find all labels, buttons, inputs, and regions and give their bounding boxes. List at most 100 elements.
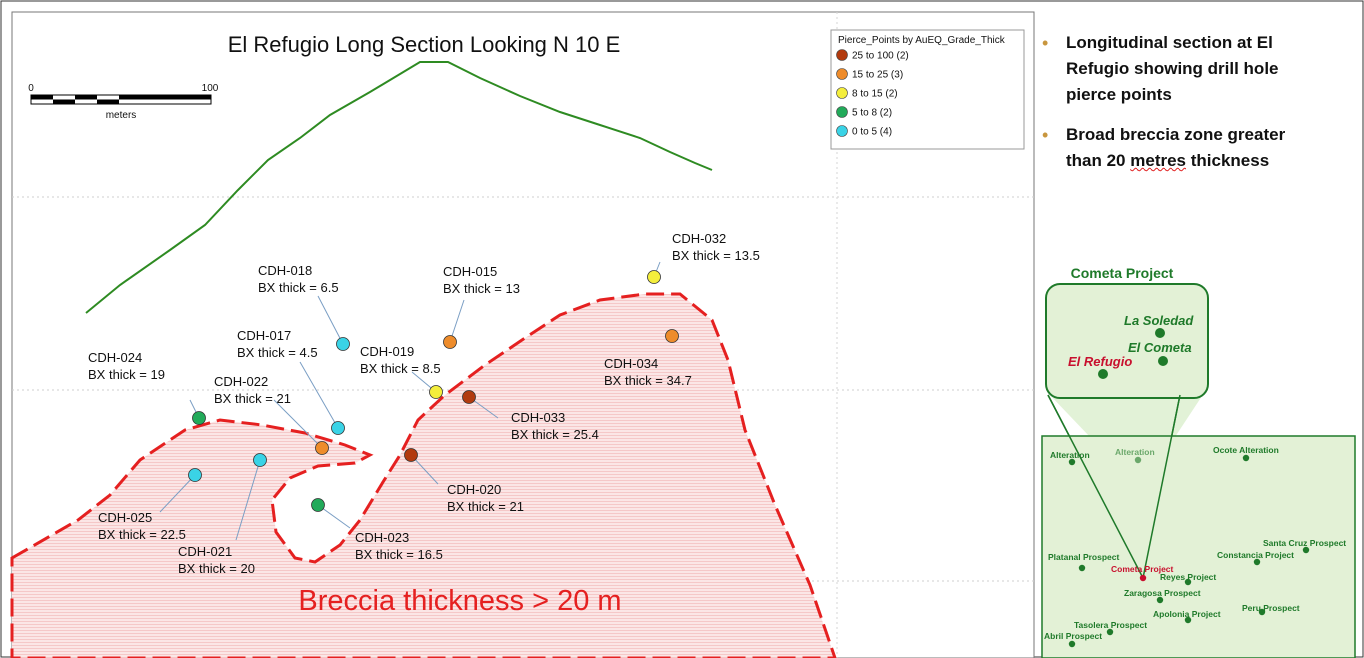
legend-item-label: 0 to 5 (4)	[852, 127, 892, 138]
legend-item-label: 25 to 100 (2)	[852, 51, 909, 62]
inset-la-soledad: La Soledad	[1124, 313, 1194, 328]
map-main	[1041, 435, 1356, 658]
leader-line	[317, 295, 344, 345]
bullet-2-text-b: metres	[1130, 151, 1187, 170]
pierce-point	[311, 498, 325, 512]
prospect-dot	[1184, 616, 1192, 624]
leader-line	[449, 299, 465, 343]
hole-id-label: CDH-024	[88, 350, 142, 365]
prospect-label: Ocote Alteration	[1213, 445, 1279, 455]
pierce-point	[429, 385, 443, 399]
prospect-dot	[1068, 640, 1076, 648]
scale-start: 0	[28, 83, 34, 94]
hole-thickness-label: BX thick = 34.7	[604, 373, 692, 388]
inset-el-cometa: El Cometa	[1128, 340, 1192, 355]
hole-thickness-label: BX thick = 20	[178, 561, 255, 576]
prospect-dot	[1242, 454, 1250, 462]
legend-swatch	[836, 49, 848, 61]
legend-swatch	[836, 68, 848, 80]
bullet-list: • Longitudinal section at El Refugio sho…	[1042, 30, 1352, 188]
hole-thickness-label: BX thick = 13.5	[672, 248, 760, 263]
drill-holes: CDH-032 BX thick = 13.5 CDH-018 BX thick = …	[88, 231, 760, 576]
bullet-2-line-2: than 20 metres thickness	[1066, 148, 1285, 174]
hole-thickness-label: BX thick = 19	[88, 367, 165, 382]
cometa-project-map: Cometa Project La Soledad El Cometa El R…	[1041, 265, 1356, 658]
prospect-label: Peru Prospect	[1242, 603, 1300, 613]
hole-thickness-label: BX thick = 21	[447, 499, 524, 514]
prospect-dot	[1184, 578, 1192, 586]
hole-id-label: CDH-025	[98, 510, 152, 525]
bullet-2-text-a: than 20	[1066, 151, 1131, 170]
hole-thickness-label: BX thick = 22.5	[98, 527, 186, 542]
map-title: Cometa Project	[1071, 265, 1174, 281]
prospect-dot	[1253, 558, 1261, 566]
bullet-1-line-1: Longitudinal section at El	[1066, 33, 1273, 52]
legend-swatch	[836, 87, 848, 99]
section-title: El Refugio Long Section Looking N 10 E	[228, 32, 621, 57]
leader-line	[159, 474, 196, 513]
hole-id-label: CDH-021	[178, 544, 232, 559]
pierce-point	[404, 448, 418, 462]
hole-id-label: CDH-019	[360, 344, 414, 359]
legend-title: Pierce_Points by AuEQ_Grade_Thick	[838, 35, 1006, 46]
hole-id-label: CDH-022	[214, 374, 268, 389]
prospect-dot	[1258, 608, 1266, 616]
bullet-item: • Broad breccia zone greater than 20 met…	[1042, 122, 1352, 174]
hole-thickness-label: BX thick = 25.4	[511, 427, 599, 442]
hole-thickness-label: BX thick = 13	[443, 281, 520, 296]
hole-thickness-label: BX thick = 8.5	[360, 361, 441, 376]
bullet-item: • Longitudinal section at El Refugio sho…	[1042, 30, 1352, 108]
prospect-label: Santa Cruz Prospect	[1263, 538, 1346, 548]
hole-id-label: CDH-032	[672, 231, 726, 246]
pierce-point	[336, 337, 350, 351]
hole-thickness-label: BX thick = 21	[214, 391, 291, 406]
breccia-thickness-label: Breccia thickness > 20 m	[298, 585, 621, 617]
legend: Pierce_Points by AuEQ_Grade_Thick 25 to …	[830, 29, 1025, 150]
prospect-dot	[1156, 596, 1164, 604]
hole-id-label: CDH-034	[604, 356, 658, 371]
pierce-point	[331, 421, 345, 435]
scale-bar: 0 100 meters	[28, 83, 219, 121]
leader-line	[299, 361, 339, 429]
leader-line	[273, 399, 323, 449]
prospect-label: Tasolera Prospect	[1074, 620, 1147, 630]
topography-line	[85, 61, 713, 314]
hole-id-label: CDH-015	[443, 264, 497, 279]
prospect-dot	[1134, 456, 1142, 464]
scale-end: 100	[202, 83, 219, 94]
prospect-label: Zaragosa Prospect	[1124, 588, 1201, 598]
prospect-label: Apolonia Project	[1153, 609, 1221, 619]
pierce-point	[192, 411, 206, 425]
bullet-1-line-2: Refugio showing drill hole	[1066, 59, 1279, 78]
pierce-point	[253, 453, 267, 467]
breccia-zone	[10, 292, 837, 658]
hole-id-label: CDH-033	[511, 410, 565, 425]
prospect-label: Reyes Project	[1160, 572, 1216, 582]
scale-unit: meters	[106, 110, 137, 121]
inset-el-refugio: El Refugio	[1068, 354, 1132, 369]
prospect-label: Constancia Project	[1217, 550, 1294, 560]
prospect-label: Platanal Prospect	[1048, 552, 1120, 562]
pierce-point	[647, 270, 661, 284]
zoom-connector	[1048, 393, 1204, 437]
pierce-point	[462, 390, 476, 404]
hole-thickness-label: BX thick = 4.5	[237, 345, 318, 360]
hole-thickness-label: BX thick = 16.5	[355, 547, 443, 562]
pierce-point	[443, 335, 457, 349]
pierce-point	[315, 441, 329, 455]
legend-item-label: 5 to 8 (2)	[852, 108, 892, 119]
bullet-dot: •	[1042, 33, 1049, 53]
legend-swatch	[836, 125, 848, 137]
prospect-dot	[1106, 628, 1114, 636]
prospect-dot	[1068, 458, 1076, 466]
legend-item-label: 8 to 15 (2)	[852, 89, 898, 100]
bullet-2-line-1: Broad breccia zone greater	[1066, 125, 1286, 144]
hole-id-label: CDH-023	[355, 530, 409, 545]
hole-id-label: CDH-018	[258, 263, 312, 278]
bullet-1-line-3: pierce points	[1066, 85, 1172, 104]
prospect-label: Alteration	[1050, 450, 1090, 460]
prospect-label: Cometa Project	[1111, 564, 1174, 574]
map-inset	[1045, 283, 1209, 399]
hole-thickness-label: BX thick = 6.5	[258, 280, 339, 295]
